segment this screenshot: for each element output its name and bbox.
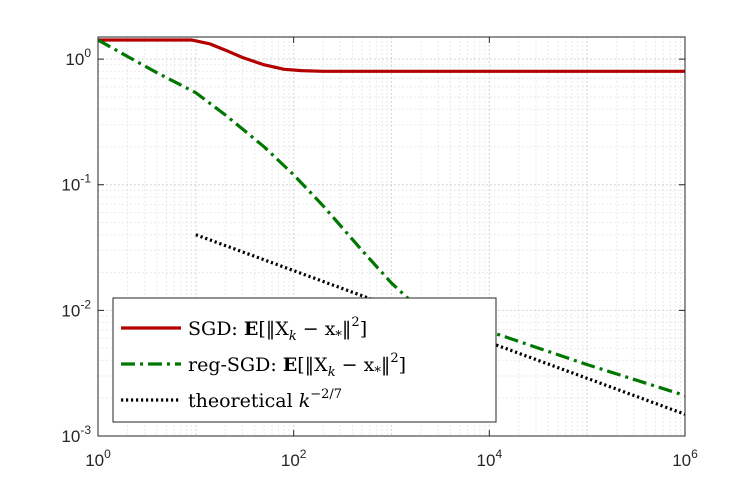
x-tick-label: 100 [85,447,111,470]
y-tick-label: 10-1 [61,172,91,195]
plot-frame [97,36,686,437]
legend-label-2: reg-SGD: E[‖Xk − x*‖2] [188,351,406,380]
x-tick-label: 104 [477,447,503,470]
legend: SGD: E[‖Xk − x*‖2] reg-SGD: E[‖Xk − x*‖2]… [112,297,497,423]
y-tick-label: 10-3 [61,423,91,446]
y-tick-label: 100 [65,46,91,69]
legend-label-3: theoretical k−2/7 [188,387,342,412]
y-tick-label: 10-2 [61,297,91,320]
x-tick-label: 102 [281,447,307,470]
legend-label-1: SGD: E[‖Xk − x*‖2] [188,315,367,344]
x-tick-label: 106 [672,447,698,470]
tick-labels: 100 102 104 106 10-3 10-2 10-1 100 [61,46,698,470]
series-line-1 [98,38,685,73]
ticks [97,37,686,437]
